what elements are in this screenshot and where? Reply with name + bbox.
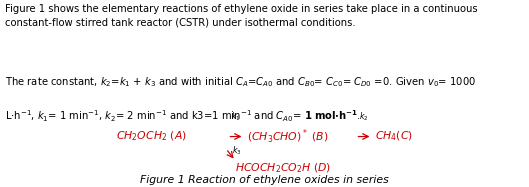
Text: The rate constant, $k_2$=$k_1$ + $k_3$ and with initial $C_A$=$C_{A0}$ and $C_{B: The rate constant, $k_2$=$k_1$ + $k_3$ a… — [5, 75, 476, 89]
Text: L$\cdot$h$^{-1}$, $k_1$= 1 min$^{-1}$, $k_2$= 2 min$^{-1}$ and k3=1 min$^{-1}$ a: L$\cdot$h$^{-1}$, $k_1$= 1 min$^{-1}$, $… — [5, 108, 361, 124]
Text: $HCOCH_2CO_2H\ (D)$: $HCOCH_2CO_2H\ (D)$ — [235, 162, 332, 175]
Text: Figure 1 shows the elementary reactions of ethylene oxide in series take place i: Figure 1 shows the elementary reactions … — [5, 4, 478, 27]
Text: Figure 1 Reaction of ethylene oxides in series: Figure 1 Reaction of ethylene oxides in … — [140, 175, 389, 185]
Text: $k_1$: $k_1$ — [231, 111, 241, 123]
Text: $CH_2OCH_2\ (A)$: $CH_2OCH_2\ (A)$ — [116, 130, 187, 143]
Text: $CH_4(C)$: $CH_4(C)$ — [375, 130, 413, 143]
Text: $k_2$: $k_2$ — [359, 111, 369, 123]
Text: $(CH_3CHO)^*\ (B)$: $(CH_3CHO)^*\ (B)$ — [247, 127, 329, 146]
Text: $k_3$: $k_3$ — [232, 145, 242, 157]
